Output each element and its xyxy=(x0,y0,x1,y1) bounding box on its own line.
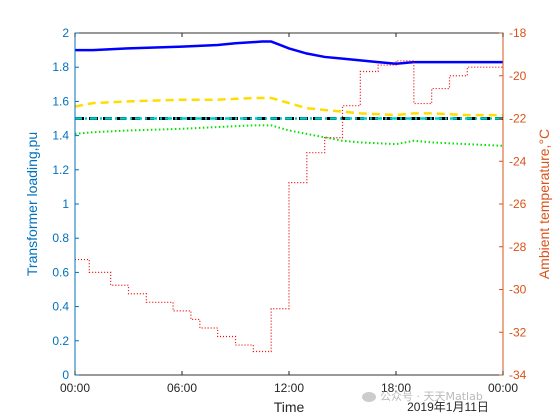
left-tick-label: 1 xyxy=(62,197,69,211)
right-y-axis-label: Ambient temperature,°C xyxy=(536,129,552,279)
x-tick-label: 00:00 xyxy=(488,381,518,395)
left-tick-label: 0 xyxy=(62,368,69,382)
x-axis: 00:00 06:00 12:00 18:00 00:00 xyxy=(60,33,518,395)
right-tick-label: -22 xyxy=(509,112,527,126)
watermark: 公众号 · 天天Matlab xyxy=(362,388,483,404)
right-tick-label: -26 xyxy=(509,197,527,211)
left-tick-label: 0.2 xyxy=(52,334,69,348)
wechat-icon xyxy=(362,392,376,402)
left-tick-label: 1.6 xyxy=(52,94,69,108)
right-tick-label: -18 xyxy=(509,26,527,40)
left-tick-label: 1.2 xyxy=(52,163,69,177)
series-line-3 xyxy=(74,124,504,147)
plot-area xyxy=(74,32,504,376)
left-y-axis-label: Transformer loading,pu xyxy=(24,132,40,276)
series-line-1 xyxy=(75,40,503,66)
right-tick-label: -30 xyxy=(509,283,527,297)
left-tick-label: 1.4 xyxy=(52,129,69,143)
right-tick-label: -28 xyxy=(509,240,527,254)
right-tick-label: -24 xyxy=(509,154,527,168)
series-line-6 xyxy=(75,60,503,353)
x-axis-label: Time xyxy=(274,399,305,415)
right-tick-label: -32 xyxy=(509,325,527,339)
left-tick-label: 2 xyxy=(62,26,69,40)
left-tick-label: 0.8 xyxy=(52,231,69,245)
right-y-axis: -34 -32 -30 -28 -26 -24 -22 -20 -18 xyxy=(499,26,527,382)
left-tick-label: 0.6 xyxy=(52,265,69,279)
x-tick-label: 18:00 xyxy=(381,381,411,395)
left-tick-label: 0.4 xyxy=(52,300,69,314)
left-tick-label: 1.8 xyxy=(52,60,69,74)
right-tick-label: -34 xyxy=(509,368,527,382)
right-tick-label: -20 xyxy=(509,69,527,83)
date-label: 2019年1月11日 xyxy=(407,400,489,414)
x-tick-label: 12:00 xyxy=(274,381,304,395)
left-y-axis: 0 0.2 0.4 0.6 0.8 1 1.2 1.4 1.6 1.8 2 xyxy=(52,26,79,382)
x-tick-label: 00:00 xyxy=(60,381,90,395)
series-layer xyxy=(74,40,504,353)
x-tick-label: 06:00 xyxy=(167,381,197,395)
